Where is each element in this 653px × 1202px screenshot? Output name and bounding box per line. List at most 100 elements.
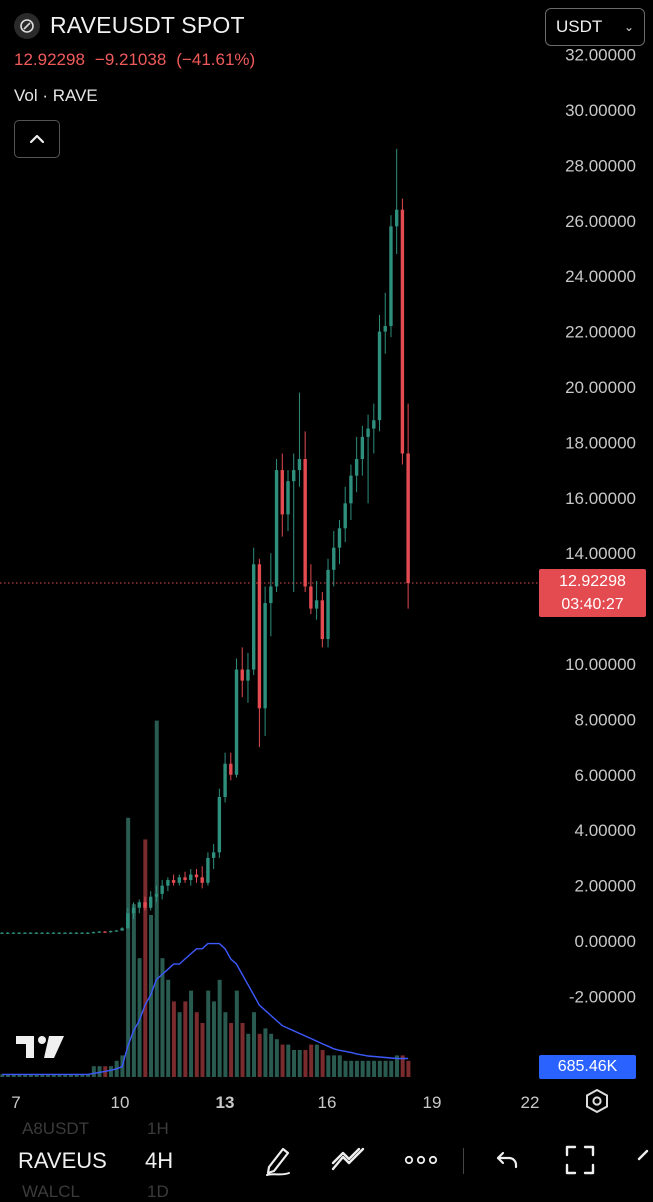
candle <box>63 932 67 934</box>
candle <box>274 459 279 592</box>
more-button[interactable] <box>401 1140 441 1180</box>
volume-bar <box>86 1074 91 1077</box>
token-logo-icon <box>14 12 40 39</box>
candle <box>68 932 73 934</box>
x-tick-label: 16 <box>318 1093 337 1112</box>
currency-value: USDT <box>556 17 603 36</box>
volume-bar <box>194 1012 199 1077</box>
volume-bar <box>280 1044 285 1077</box>
candle <box>337 519 342 565</box>
volume-bar <box>171 1001 176 1077</box>
y-tick-label: 0.00000 <box>575 932 636 951</box>
candle <box>183 871 187 883</box>
candle <box>314 580 319 620</box>
ghost-symbol-below: WALCL <box>22 1182 80 1201</box>
candle <box>389 215 393 338</box>
candle <box>149 891 153 911</box>
y-axis[interactable]: 32.00000 30.00000 28.00000 26.00000 24.00000… <box>565 46 636 1007</box>
quote-row: 12.92298 −9.21038 (−41.61%) <box>14 50 255 70</box>
y-tick-label: 14.00000 <box>565 544 636 563</box>
volume-bar <box>292 1050 297 1077</box>
x-axis[interactable]: 7 10 13 16 19 22 <box>11 1093 539 1112</box>
candle <box>160 880 164 900</box>
candle <box>40 932 44 934</box>
x-tick-label: 13 <box>216 1093 235 1112</box>
pen-button[interactable] <box>258 1140 298 1180</box>
symbol-title-row[interactable]: RAVEUSDT SPOT <box>14 12 245 39</box>
candle <box>223 752 227 803</box>
scroll-right-button[interactable] <box>628 1140 653 1180</box>
volume-bar <box>166 979 171 1077</box>
candle <box>269 553 273 637</box>
candle <box>206 852 210 886</box>
candle <box>126 907 130 929</box>
candle <box>97 931 101 933</box>
volume-bar <box>366 1060 371 1077</box>
candle <box>372 403 376 454</box>
undo-button[interactable] <box>487 1140 527 1180</box>
volume-bar <box>320 1050 325 1077</box>
volume-bar <box>149 915 154 1077</box>
volume-bar <box>343 1060 348 1077</box>
candle <box>114 929 119 932</box>
y-tick-label: 30.00000 <box>565 101 636 120</box>
y-tick-label: 16.00000 <box>565 489 636 508</box>
candle <box>211 844 216 869</box>
volume-bar <box>383 1060 388 1077</box>
chart-settings-button[interactable] <box>580 1084 614 1118</box>
volume-bar <box>372 1060 377 1077</box>
y-tick-label: 10.00000 <box>565 655 636 674</box>
candle <box>120 927 124 932</box>
volume-bar <box>126 817 131 1077</box>
volume-bar <box>389 1060 394 1077</box>
candle <box>166 877 170 892</box>
volume-indicator-label[interactable]: Vol · RAVE <box>14 86 98 105</box>
candle <box>131 902 136 919</box>
volume-bar <box>251 1012 256 1077</box>
volume-bar <box>360 1060 365 1077</box>
collapse-legend-button[interactable] <box>14 120 60 158</box>
y-tick-label: 32.00000 <box>565 46 636 65</box>
fullscreen-button[interactable] <box>560 1140 600 1180</box>
candle <box>366 414 370 504</box>
candle <box>171 874 176 886</box>
volume-bar <box>0 1074 5 1077</box>
bottom-toolbar <box>0 1118 653 1200</box>
volume-value-tag: 685.46K <box>539 1055 636 1079</box>
symbol-title: RAVEUSDT SPOT <box>50 12 245 38</box>
candle <box>292 453 296 592</box>
candle <box>326 558 330 648</box>
candle <box>320 591 325 648</box>
toolbar-separator <box>463 1148 464 1174</box>
candle <box>297 392 302 487</box>
price-change-pct: (−41.61%) <box>176 50 256 69</box>
timeframe-picker[interactable]: 4H <box>145 1148 174 1173</box>
y-tick-label: 26.00000 <box>565 212 636 231</box>
candle <box>263 586 267 737</box>
candle <box>309 564 313 615</box>
symbol-picker[interactable]: RAVEUS <box>18 1148 107 1173</box>
volume-bar <box>406 1060 411 1077</box>
volume-bar <box>6 1074 11 1077</box>
x-tick-label: 22 <box>521 1093 540 1112</box>
candle <box>349 464 353 520</box>
volume-bar <box>377 1060 382 1077</box>
ghost-symbol-above: A8USDT <box>22 1119 90 1138</box>
volume-bar <box>257 1033 262 1077</box>
undo-icon <box>496 1151 518 1169</box>
price-tag-countdown: 03:40:27 <box>561 596 624 613</box>
volume-bar <box>234 990 239 1077</box>
volume-ma-line <box>2 942 409 1076</box>
price-change: −9.21038 <box>94 50 167 69</box>
y-tick-label: 2.00000 <box>575 877 636 896</box>
volume-bar <box>189 990 194 1077</box>
drawing-tools-button[interactable] <box>328 1140 368 1180</box>
volume-bar <box>91 1066 96 1077</box>
candle <box>86 932 90 934</box>
more-icon <box>404 1155 438 1165</box>
candle <box>74 932 79 934</box>
candle <box>154 885 159 903</box>
volume-bar <box>332 1055 337 1077</box>
currency-select[interactable]: USDT ⌄ <box>545 8 645 46</box>
